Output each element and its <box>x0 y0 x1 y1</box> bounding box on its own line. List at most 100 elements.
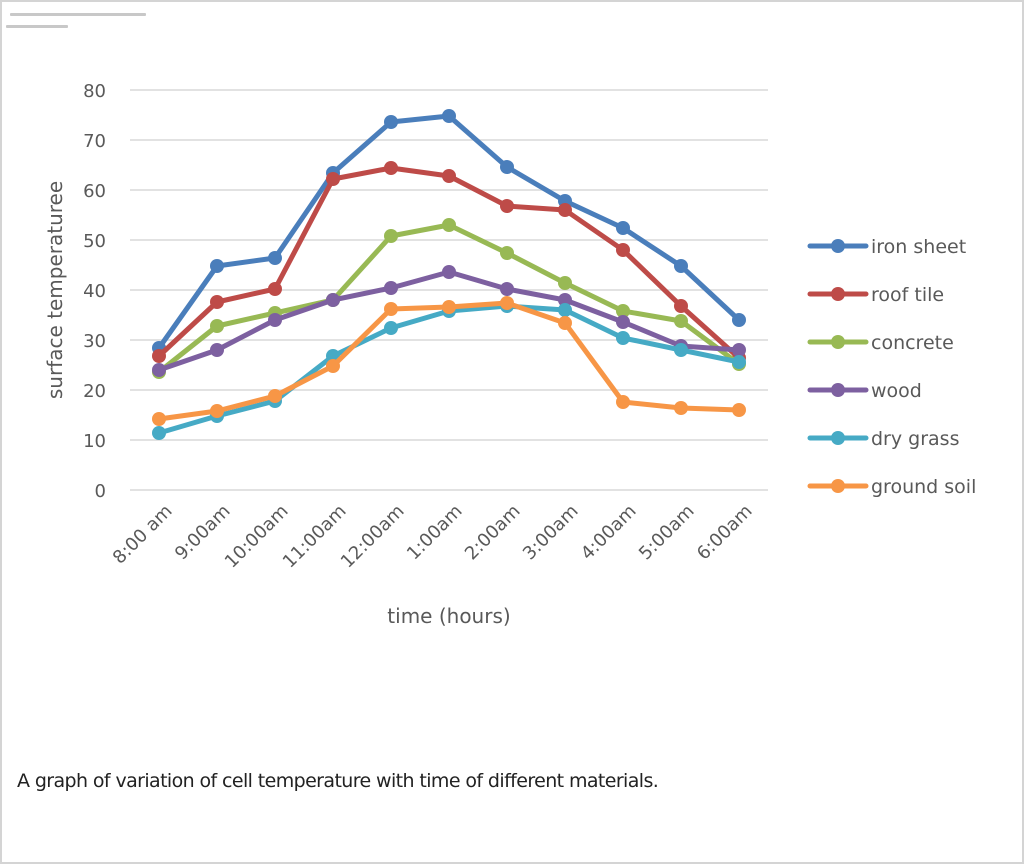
data-point <box>558 203 572 217</box>
legend-item: dry grass <box>807 428 959 450</box>
data-point <box>268 282 282 296</box>
data-point <box>152 426 166 440</box>
data-point <box>674 259 688 273</box>
gridlines <box>130 89 768 491</box>
data-point <box>732 355 746 369</box>
y-tick-label: 0 <box>95 481 106 502</box>
x-tick-label: 12:00am <box>337 501 409 573</box>
legend-label: iron sheet <box>871 236 966 258</box>
x-tick-label: 6:00am <box>693 501 757 565</box>
y-tick-label: 60 <box>83 181 106 202</box>
legend-label: dry grass <box>871 428 959 450</box>
data-point <box>326 359 340 373</box>
data-point <box>442 300 456 314</box>
legend-item: wood <box>807 380 922 402</box>
data-point <box>674 343 688 357</box>
data-point <box>210 404 224 418</box>
data-point <box>442 109 456 123</box>
series-ground-soil <box>152 296 746 426</box>
data-point <box>500 246 514 260</box>
legend-marker-icon <box>831 239 845 253</box>
x-tick-label: 3:00am <box>519 501 583 565</box>
legend-item: roof tile <box>807 284 944 306</box>
data-point <box>732 313 746 327</box>
y-tick-label: 20 <box>83 381 106 402</box>
data-point <box>268 251 282 265</box>
legend-marker-icon <box>831 479 845 493</box>
legend-label: ground soil <box>871 476 976 498</box>
data-point <box>152 363 166 377</box>
x-tick-label: 4:00am <box>577 501 641 565</box>
data-point <box>616 304 630 318</box>
data-point <box>210 259 224 273</box>
x-tick-label: 1:00am <box>403 501 467 565</box>
legend-item: concrete <box>807 332 954 354</box>
data-point <box>384 281 398 295</box>
data-point <box>558 316 572 330</box>
data-point <box>500 282 514 296</box>
legend-label: concrete <box>871 332 954 354</box>
legend-item: ground soil <box>807 476 976 498</box>
data-point <box>558 303 572 317</box>
figure-caption: A graph of variation of cell temperature… <box>17 770 659 792</box>
data-point <box>152 412 166 426</box>
series-line <box>156 303 742 436</box>
legend-marker-icon <box>831 287 845 301</box>
legend-label: roof tile <box>871 284 944 306</box>
data-point <box>210 343 224 357</box>
data-point <box>442 169 456 183</box>
data-point <box>326 293 340 307</box>
data-point <box>384 321 398 335</box>
legend-marker-icon <box>831 335 845 349</box>
series-group <box>152 109 746 440</box>
header-placeholder-line <box>10 13 146 16</box>
data-point <box>732 343 746 357</box>
data-point <box>616 221 630 235</box>
data-point <box>210 295 224 309</box>
data-point <box>500 199 514 213</box>
data-point <box>384 115 398 129</box>
data-point <box>384 302 398 316</box>
y-tick-label: 80 <box>83 81 106 102</box>
legend-marker-icon <box>831 383 845 397</box>
y-tick-labels: 0 10 20 30 40 50 60 70 80 <box>83 81 106 502</box>
y-tick-label: 70 <box>83 131 106 152</box>
y-tick-label: 30 <box>83 331 106 352</box>
x-tick-label: 8:00 am <box>109 501 177 569</box>
data-point <box>268 389 282 403</box>
data-point <box>616 395 630 409</box>
data-point <box>732 403 746 417</box>
data-point <box>442 218 456 232</box>
x-axis-title: time (hours) <box>387 604 510 628</box>
data-point <box>616 331 630 345</box>
data-point <box>616 315 630 329</box>
x-tick-labels: 8:00 am9:00am10:00am11:00am12:00am1:00am… <box>109 501 757 573</box>
data-point <box>558 276 572 290</box>
data-point <box>326 172 340 186</box>
data-point <box>558 293 572 307</box>
data-point <box>384 161 398 175</box>
legend-item: iron sheet <box>807 236 966 258</box>
y-tick-label: 10 <box>83 431 106 452</box>
x-tick-label: 5:00am <box>635 501 699 565</box>
data-point <box>384 229 398 243</box>
data-point <box>616 243 630 257</box>
data-point <box>674 401 688 415</box>
data-point <box>500 160 514 174</box>
data-point <box>500 296 514 310</box>
data-point <box>674 299 688 313</box>
data-point <box>442 265 456 279</box>
legend: iron sheet roof tile concrete wood dry grass… <box>807 236 976 498</box>
data-point <box>152 349 166 363</box>
y-tick-label: 40 <box>83 281 106 302</box>
legend-label: wood <box>871 380 922 402</box>
x-tick-label: 2:00am <box>461 501 525 565</box>
y-axis-title: surface temperaturee <box>43 181 67 399</box>
data-point <box>674 314 688 328</box>
data-point <box>210 319 224 333</box>
header-placeholder-line <box>6 25 68 28</box>
y-tick-label: 50 <box>83 231 106 252</box>
legend-marker-icon <box>831 431 845 445</box>
data-point <box>268 313 282 327</box>
